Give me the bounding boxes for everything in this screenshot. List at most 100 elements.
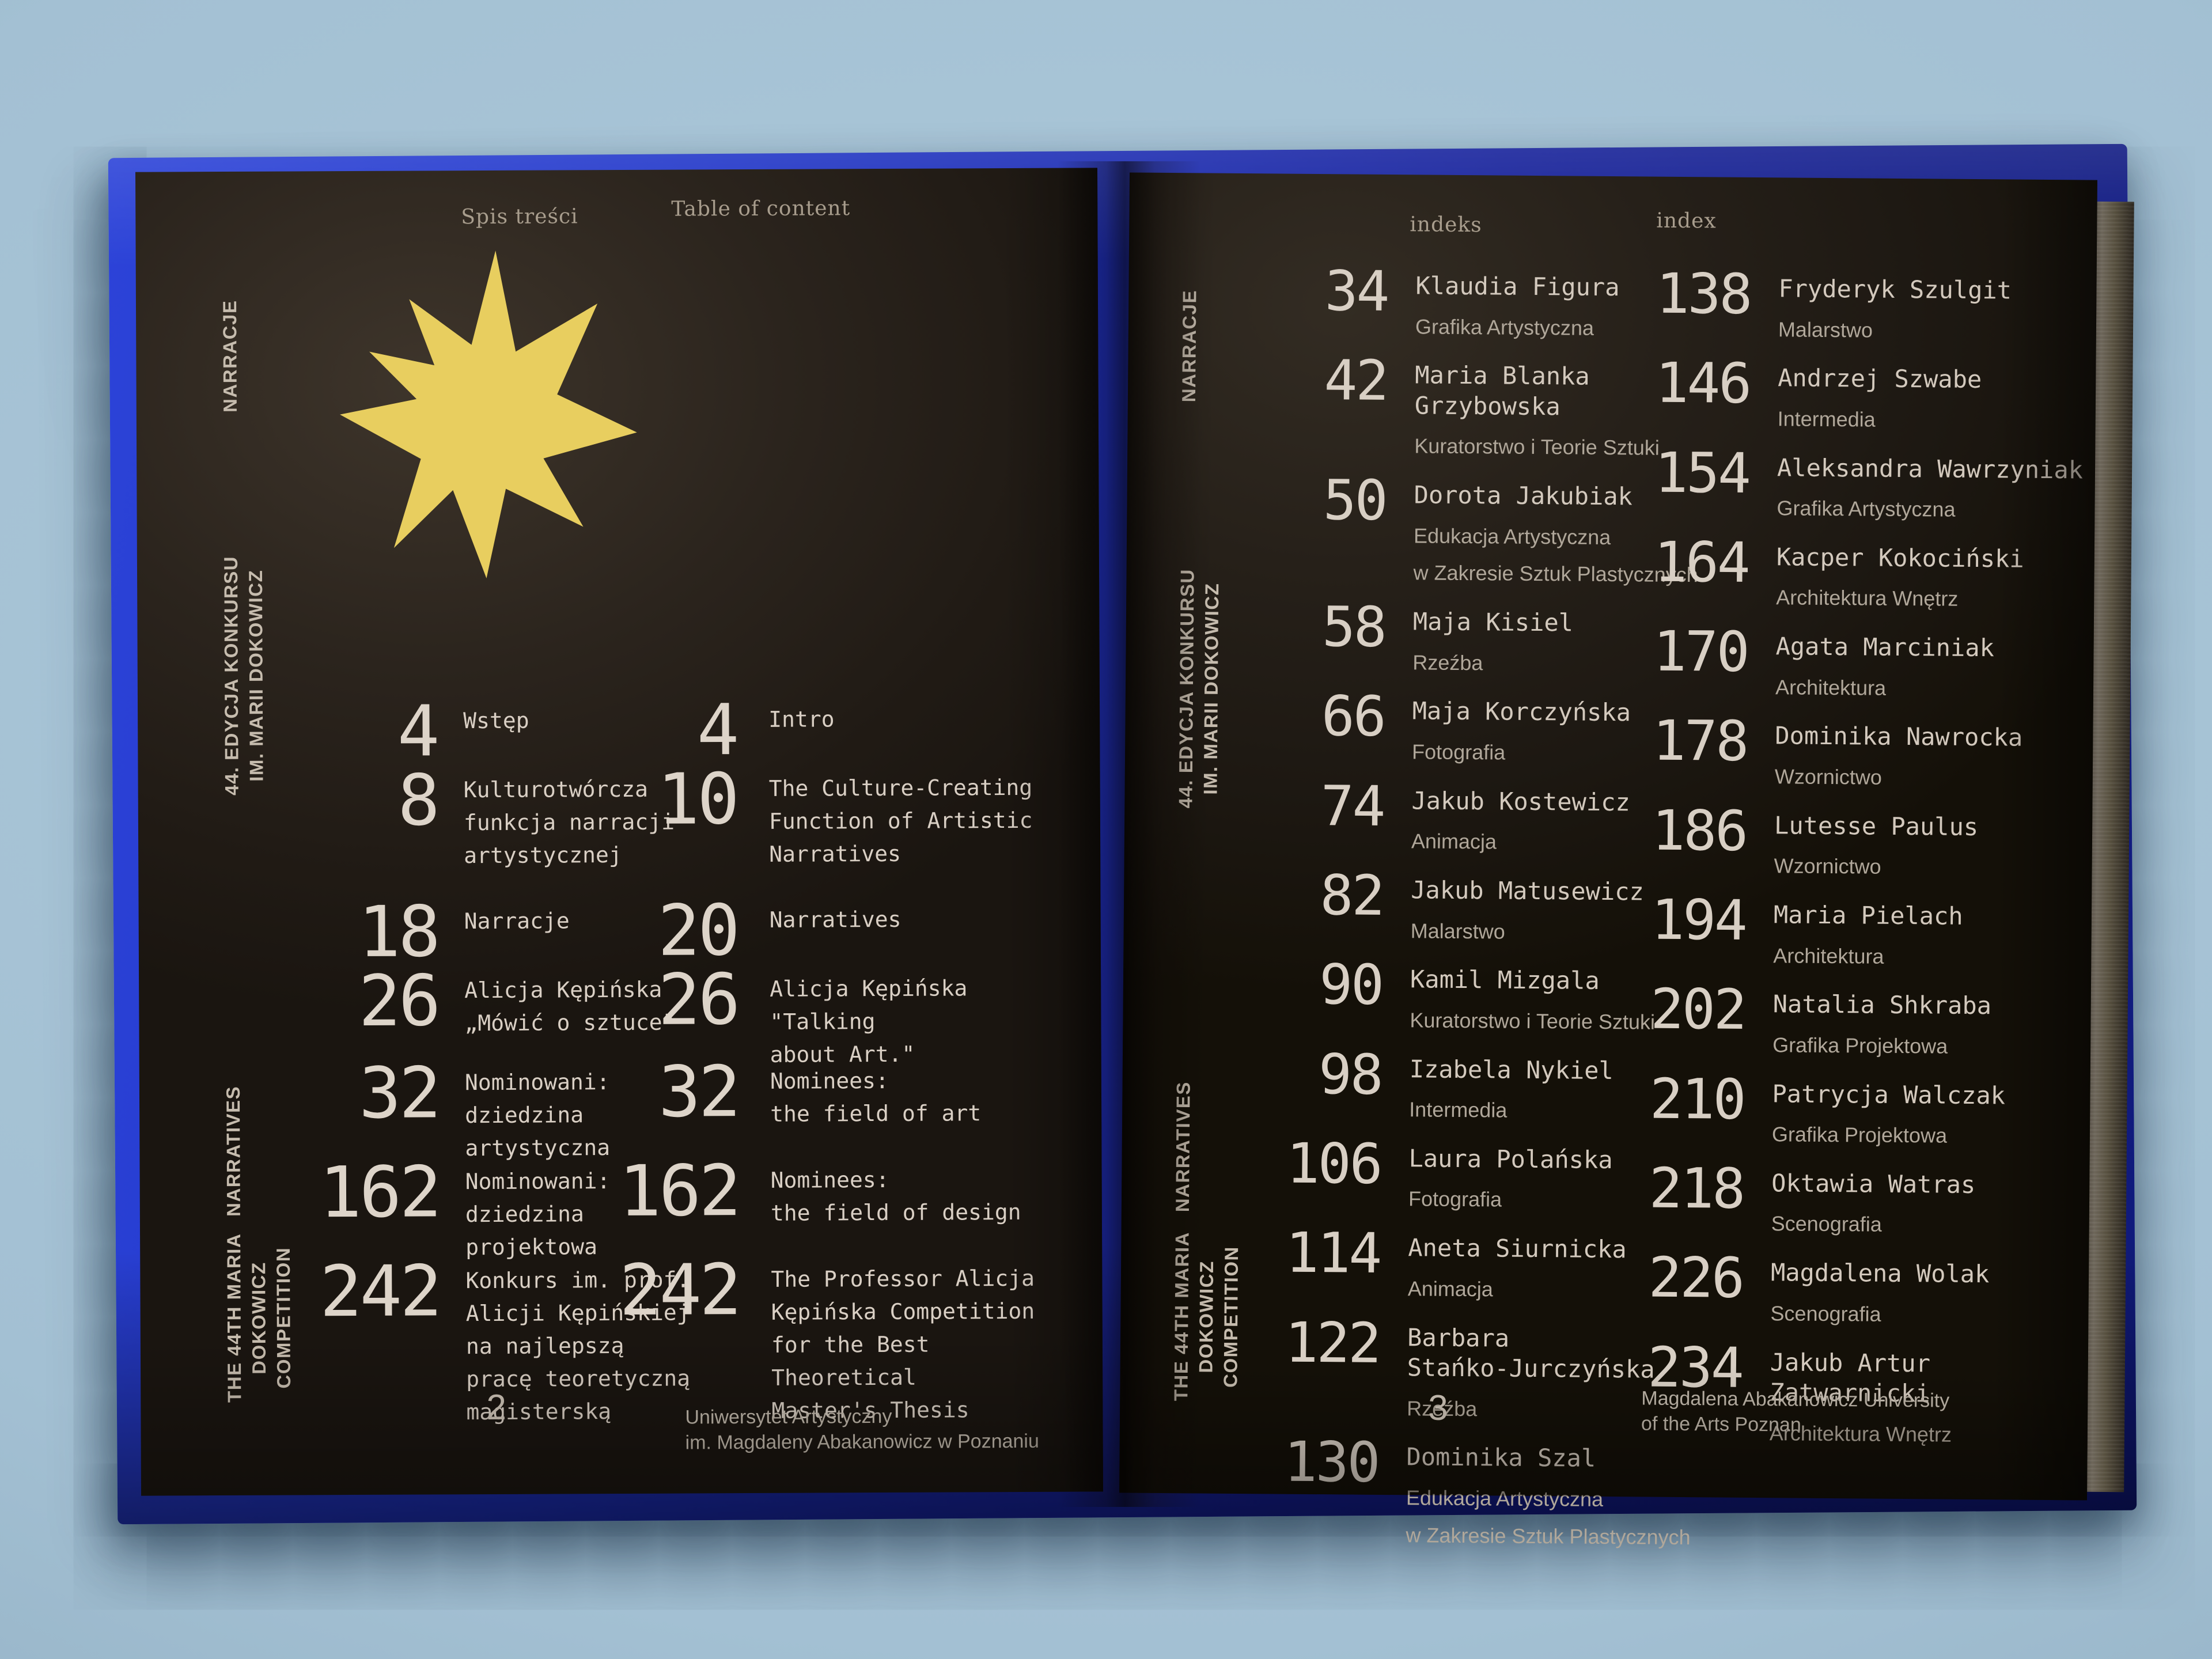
index-page-number: 90	[1319, 952, 1383, 1018]
index-page-number: 138	[1656, 261, 1751, 327]
index-page-number: 186	[1652, 798, 1747, 863]
department-name: Edukacja Artystyczna w Zakresie Sztuk Pl…	[1406, 1486, 1691, 1549]
toc-entry-title: Alicja Kępińska "Talking about Art."	[770, 975, 968, 1067]
toc-page-number: 162	[319, 1151, 440, 1234]
toc-page-number: 4	[696, 689, 737, 771]
toc-row: 10 The Culture-Creating Function of Arti…	[608, 758, 1081, 904]
index-page-number: 194	[1651, 887, 1747, 953]
toc-page-number: 32	[358, 1052, 440, 1134]
toc-page-number: 4	[397, 690, 438, 772]
index-page-number: 210	[1649, 1066, 1745, 1132]
department-name: Architektura Wnętrz	[1776, 585, 1959, 611]
toc-entry-title: The Culture-Creating Function of Artisti…	[768, 774, 1033, 867]
toc-row: 32 Nominees: the field of art	[609, 1051, 1082, 1164]
index-page-number: 50	[1323, 468, 1387, 533]
department-name: Architektura	[1775, 675, 1887, 700]
index-entry: Patrycja Walczak Grafika Projektowa	[1772, 1078, 2006, 1155]
index-entry: Kacper Kokociński Architektura Wnętrz	[1776, 541, 2024, 619]
toc-entry-title: Nominees: the field of design	[770, 1166, 1021, 1226]
index-page-number: 114	[1285, 1220, 1381, 1286]
index-entry: Fryderyk Szulgit Malarstwo	[1778, 272, 2012, 350]
index-row: 194 Maria Pielach Architektura	[1570, 887, 2089, 977]
index-entry: Magdalena Wolak Scenografia	[1770, 1257, 1989, 1334]
index-title-en: index	[1656, 209, 1717, 233]
toc-entry-title: Wstęp	[463, 707, 529, 734]
right-page: indeks index NARRACJE 44. EDYCJA KONKURS…	[1119, 172, 2097, 1549]
department-name: Grafika Projektowa	[1772, 1033, 1948, 1058]
index-entry: Dominika Nawrocka Wzornictwo	[1775, 720, 2023, 798]
index-entry: Andrzej Szwabe Intermedia	[1777, 362, 1982, 440]
toc-page-number: 26	[358, 960, 439, 1042]
student-name: Agata Marciniak	[1775, 632, 1995, 662]
index-entry: Maria Pielach Architektura	[1773, 899, 1963, 976]
department-name: Rzeźba	[1412, 650, 1483, 675]
index-column-2: 138 Fryderyk Szulgit Malarstwo 146 Andrz…	[1566, 261, 2094, 1468]
toc-page-number: 10	[657, 758, 738, 840]
department-name: Intermedia	[1777, 407, 1876, 431]
student-name: Andrzej Szwabe	[1778, 363, 1982, 394]
index-row: 170 Agata Marciniak Architektura	[1572, 619, 2091, 709]
index-page-number: 34	[1324, 259, 1388, 324]
left-page: Spis treści Table of content NARRACJE 44…	[135, 168, 1104, 1496]
toc-page-number: 242	[619, 1249, 740, 1332]
toc-title-en: Table of content	[671, 196, 851, 221]
toc-row: 162 Nominees: the field of design	[609, 1150, 1082, 1263]
index-page-number: 66	[1321, 684, 1385, 749]
folio-left: 2	[486, 1387, 506, 1428]
index-page-number: 234	[1647, 1335, 1743, 1400]
student-name: Magdalena Wolak	[1770, 1258, 1990, 1289]
department-name: Grafika Projektowa	[1771, 1122, 1948, 1147]
toc-page-number: 20	[657, 889, 738, 972]
student-name: Aleksandra Wawrzyniak	[1777, 453, 2084, 484]
index-row: 226 Magdalena Wolak Scenografia	[1567, 1245, 2086, 1335]
department-name: Malarstwo	[1778, 317, 1873, 342]
index-entry: Lutesse Paulus Wzornictwo	[1774, 809, 1978, 887]
toc-entry-title: Narratives	[769, 906, 902, 933]
department-name: Wzornictwo	[1774, 764, 1883, 789]
student-name: Maria Pielach	[1773, 900, 1963, 930]
index-row: 154 Aleksandra Wawrzyniak Grafika Artyst…	[1573, 440, 2092, 529]
index-page-number: 226	[1648, 1245, 1744, 1311]
index-page-number: 42	[1324, 348, 1388, 414]
student-name: Lutesse Paulus	[1774, 811, 1979, 841]
student-name: Kacper Kokociński	[1776, 543, 2024, 573]
index-row: 210 Patrycja Walczak Grafika Projektowa	[1569, 1066, 2088, 1156]
index-entry: Natalia Shkraba Grafika Projektowa	[1772, 988, 1991, 1066]
department-name: Scenografia	[1770, 1301, 1881, 1326]
publisher-footer-pl: Uniwersytet Artystyczny im. Magdaleny Ab…	[685, 1405, 1039, 1454]
toc-entry-title: Nominees: the field of art	[770, 1067, 982, 1127]
index-row: 178 Dominika Nawrocka Wzornictwo	[1571, 709, 2090, 798]
index-page-number: 58	[1321, 594, 1386, 660]
index-entry: Maja Kisiel Rzeźba	[1412, 606, 1573, 683]
student-name: Natalia Shkraba	[1772, 990, 1992, 1020]
index-page-number: 218	[1649, 1156, 1744, 1221]
department-name: Scenografia	[1771, 1211, 1883, 1237]
toc-page-number: 32	[658, 1051, 739, 1133]
student-name: Oktawia Watras	[1771, 1169, 1976, 1199]
department-name: Grafika Artystyczna	[1777, 496, 1956, 521]
toc-entry-title: The Professor Alicja Kępińska Competitio…	[771, 1265, 1035, 1423]
index-page-number: 106	[1286, 1131, 1381, 1196]
index-row: 186 Lutesse Paulus Wzornictwo	[1570, 798, 2089, 887]
index-page-number: 82	[1320, 863, 1384, 929]
index-row: 202 Natalia Shkraba Grafika Projektowa	[1569, 977, 2088, 1066]
toc-page-number: 26	[658, 959, 738, 1041]
index-page-number: 146	[1655, 350, 1751, 416]
toc-page-number: 162	[619, 1150, 740, 1233]
toc-column-en: 4 Intro 10 The Culture-Creating Function…	[607, 689, 1082, 1429]
side-label-competition: THE 44TH MARIA DOKOWICZ COMPETITION	[223, 1233, 294, 1403]
side-label-edycja: 44. EDYCJA KONKURSU IM. MARII DOKOWICZ	[219, 555, 267, 796]
toc-page-number: 8	[397, 759, 438, 842]
starburst-graphic	[340, 250, 637, 578]
department-name: Architektura	[1773, 943, 1884, 968]
index-page-number: 164	[1653, 529, 1749, 595]
index-entry: Aleksandra Wawrzyniak Grafika Artystyczn…	[1777, 452, 2083, 529]
toc-row: 242 The Professor Alicja Kępińska Compet…	[609, 1249, 1082, 1429]
index-page-number: 130	[1283, 1429, 1379, 1495]
index-entry: Oktawia Watras Scenografia	[1771, 1167, 1976, 1244]
publisher-footer-en: Magdalena Abakanowicz University of the …	[1641, 1387, 1950, 1436]
index-row: 138 Fryderyk Szulgit Malarstwo	[1575, 261, 2094, 351]
index-page-number: 170	[1653, 619, 1748, 685]
index-title-pl: indeks	[1410, 213, 1482, 237]
